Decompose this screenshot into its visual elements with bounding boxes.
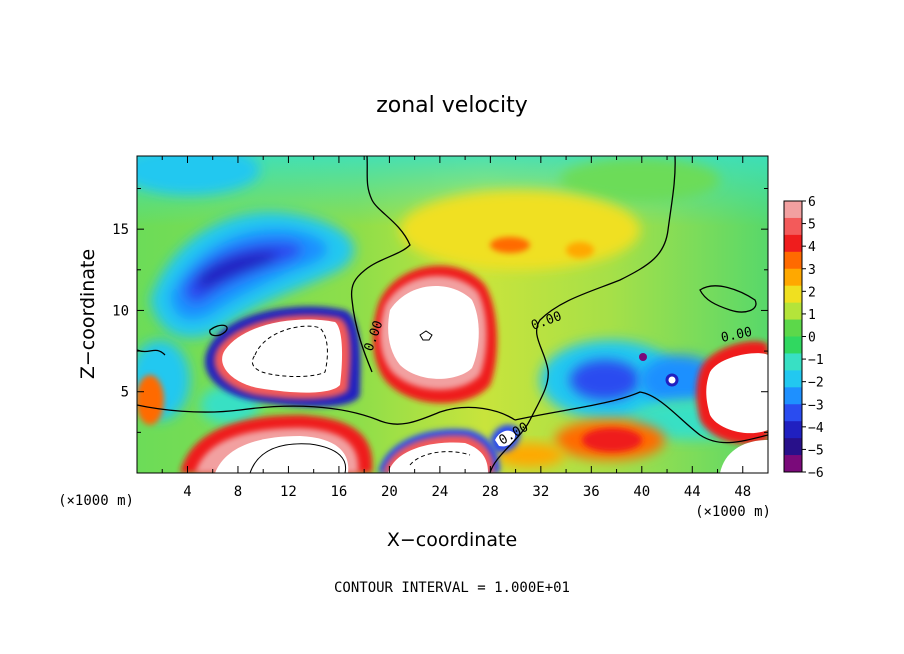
colorbar-swatch	[784, 353, 802, 371]
y-axis-label: Z−coordinate	[77, 249, 99, 379]
x-unit-right: (×1000 m)	[695, 504, 771, 520]
colorbar-tick-label: −6	[808, 466, 824, 481]
heatmap-field: 0.00 0.00 0.00 0.00	[137, 156, 768, 473]
colorbar-tick-label: 4	[808, 240, 816, 255]
x-tick-label: 36	[583, 484, 600, 500]
colorbar-swatch	[784, 387, 802, 405]
colorbar-tick-label: −3	[808, 398, 824, 413]
x-unit-left: (×1000 m)	[58, 493, 134, 509]
colorbar-swatch	[784, 370, 802, 388]
colorbar-swatch	[784, 285, 802, 304]
colorbar-tick-label: −4	[808, 421, 824, 436]
colorbar-tick-label: 0	[808, 331, 816, 346]
x-tick-label: 12	[280, 484, 297, 500]
x-tick-label: 24	[431, 484, 448, 500]
colorbar-swatch	[784, 404, 802, 422]
colorbar-swatch	[784, 201, 802, 219]
colorbar-tick-label: 3	[808, 263, 816, 278]
colorbar-swatch	[784, 336, 802, 354]
colorbar-tick-label: 1	[808, 308, 816, 323]
y-tick-label: 5	[121, 385, 129, 401]
x-tick-label: 44	[684, 484, 701, 500]
colorbar-swatch	[784, 421, 802, 439]
contour-label: 0.00	[720, 325, 754, 346]
x-tick-label: 32	[532, 484, 549, 500]
x-axis: 4 8 12 16 20 24 28 32 36 40 44 48	[161, 156, 751, 500]
colorbar-tick-label: −1	[808, 353, 824, 368]
colorbar-swatch	[784, 251, 802, 270]
colorbar-swatch	[784, 455, 802, 473]
colorbar: 6 5 4 3 2 1 0 −1 −2 −3 −4 −5 −6	[783, 195, 824, 481]
x-tick-label: 40	[633, 484, 650, 500]
colorbar-swatch	[784, 234, 802, 253]
chart-title: zonal velocity	[376, 93, 528, 118]
colorbar-tick-label: 6	[808, 195, 816, 210]
x-tick-label: 20	[381, 484, 398, 500]
x-tick-label: 4	[183, 484, 191, 500]
contour-interval-note: CONTOUR INTERVAL = 1.000E+01	[334, 580, 570, 596]
y-tick-label: 10	[112, 303, 129, 319]
x-axis-label: X−coordinate	[387, 529, 517, 551]
y-axis: 5 10 15	[112, 188, 768, 433]
colorbar-swatch	[784, 319, 802, 337]
colorbar-tick-label: −2	[808, 376, 824, 391]
colorbar-swatch	[784, 217, 802, 236]
y-tick-label: 15	[112, 222, 129, 238]
x-tick-label: 28	[482, 484, 499, 500]
colorbar-swatch	[784, 302, 802, 321]
colorbar-tick-label: 5	[808, 218, 816, 233]
colorbar-swatch	[784, 438, 802, 456]
colorbar-tick-label: −5	[808, 443, 824, 458]
x-tick-label: 16	[330, 484, 347, 500]
plot-frame	[136, 155, 769, 474]
colorbar-swatch	[784, 268, 802, 287]
x-tick-label: 8	[234, 484, 242, 500]
x-tick-label: 48	[734, 484, 751, 500]
colorbar-tick-label: 2	[808, 285, 816, 300]
